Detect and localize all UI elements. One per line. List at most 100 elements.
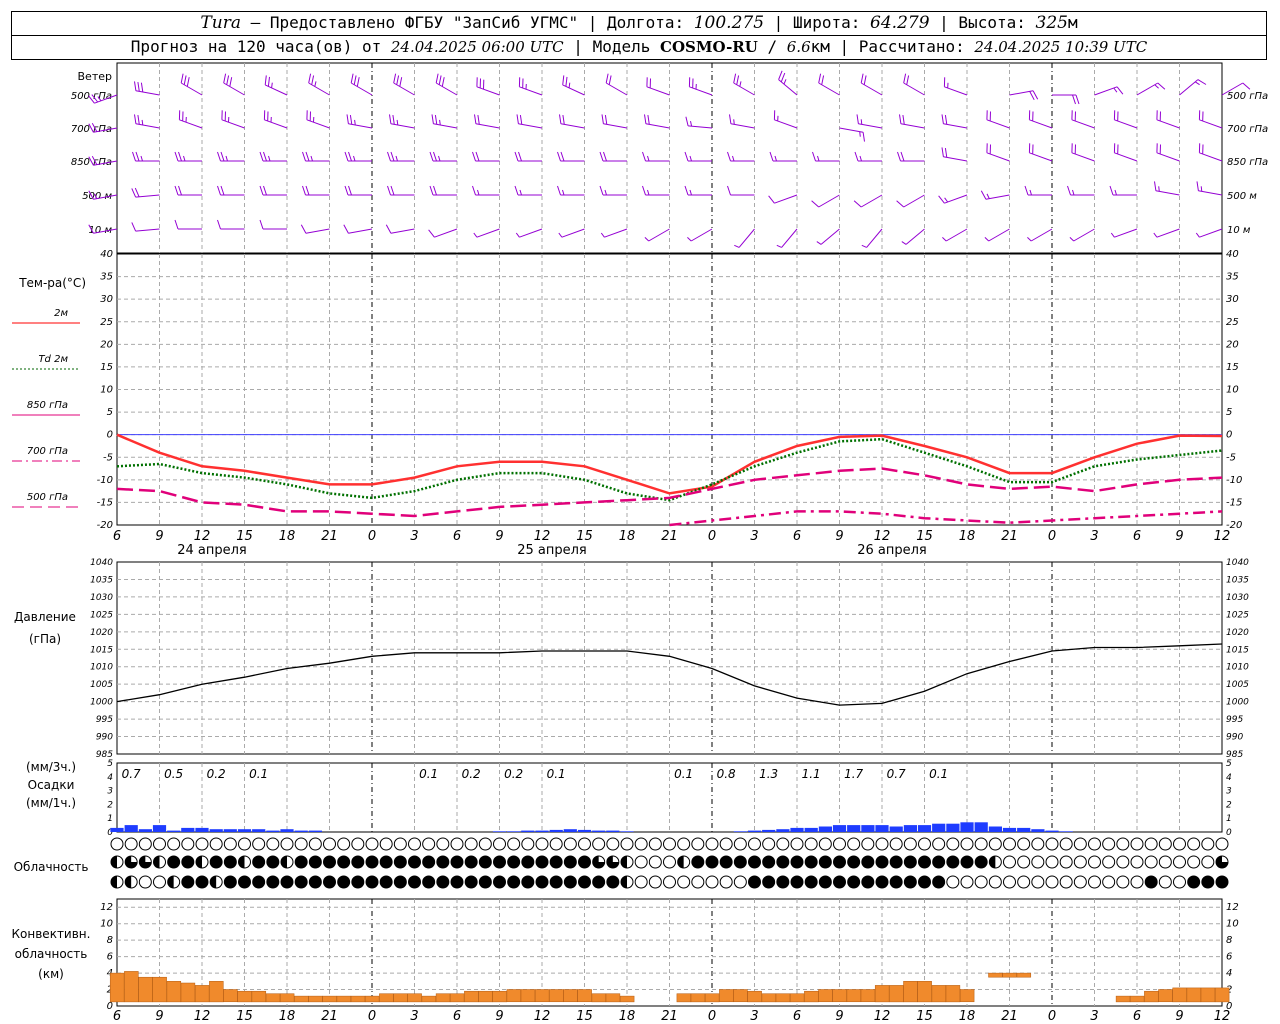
- conv-xtick: 12: [194, 1009, 211, 1024]
- cloud-symbol: [592, 837, 606, 851]
- cloud-symbol: [450, 855, 464, 869]
- wind-barb: [816, 228, 840, 245]
- temp-ytick-right: -15: [1226, 497, 1242, 508]
- temp-xtick: 6: [793, 529, 801, 544]
- cloud-symbol: [790, 837, 804, 851]
- cloud-symbol-fill: [606, 856, 619, 868]
- cloud-symbol: [124, 875, 138, 889]
- wind-barb: [599, 185, 627, 196]
- cloud-symbol: [252, 837, 266, 851]
- cloud-symbol: [294, 875, 308, 889]
- cloud-symbol: [450, 875, 464, 889]
- wind-barb: [901, 228, 925, 245]
- wind-barb: [733, 73, 755, 96]
- wind-barb: [778, 70, 798, 96]
- wind-barb: [1113, 110, 1138, 129]
- temp-xtick: 12: [874, 529, 891, 544]
- wind-barb: [818, 73, 840, 96]
- conv-xtick: 12: [874, 1009, 891, 1024]
- temp-title: Тем-ра(°C): [18, 276, 86, 290]
- cloud-symbol: [776, 837, 790, 851]
- cloud-symbol: [733, 855, 747, 869]
- temp-ytick-right: 5: [1226, 407, 1232, 418]
- temp-ytick-left: 40: [100, 249, 113, 260]
- temp-xtick: 3: [410, 529, 418, 544]
- precip-bar: [988, 826, 1002, 832]
- cloud-symbol: [266, 837, 280, 851]
- cloud-symbol: [833, 837, 846, 851]
- cloud-symbol: [861, 837, 875, 851]
- precip-bar: [804, 827, 818, 832]
- temp-series-line: [116, 437, 1223, 502]
- temp-ytick-right: 10: [1226, 385, 1239, 396]
- cloud-symbol: [507, 875, 521, 889]
- wind-title: Ветер: [78, 70, 112, 83]
- conv-xtick: 18: [619, 1009, 636, 1024]
- conv-bar: [520, 989, 536, 1003]
- conv-ytick-right: 4: [1226, 968, 1232, 979]
- cloud-symbol: [365, 875, 379, 889]
- cloud-symbol: [238, 875, 251, 889]
- day-label: 24 апреля: [177, 543, 247, 558]
- temp-ytick-left: 30: [100, 294, 113, 305]
- cloud-symbol: [521, 837, 535, 851]
- conv-xtick: 3: [750, 1009, 758, 1024]
- cloud-symbol: [1173, 875, 1186, 889]
- precip-bar: [818, 826, 832, 832]
- wind-barb: [856, 114, 883, 129]
- wind-barb: [1071, 110, 1095, 129]
- cloud-symbol: [1187, 875, 1201, 889]
- temp-ytick-left: -20: [97, 520, 113, 531]
- conv-bar: [294, 995, 309, 1003]
- pres-ytick-right: 985: [1226, 750, 1243, 760]
- cloud-symbol: [1017, 875, 1031, 889]
- wind-barb: [88, 190, 118, 200]
- cloud-symbol: [563, 855, 577, 869]
- conv-bar: [832, 989, 847, 1003]
- cloud-symbol: [365, 855, 379, 869]
- pres-ytick-left: 1010: [90, 663, 113, 673]
- cloud-symbol: [181, 875, 195, 889]
- cloud-symbol: [691, 855, 705, 869]
- cloud-symbol: [1144, 875, 1158, 889]
- precip-bar: [138, 829, 152, 832]
- wind-barb: [174, 185, 202, 196]
- cloud-symbol: [677, 875, 691, 889]
- temp-ytick-left: 25: [100, 317, 113, 328]
- cloud-panel: Облачность: [14, 837, 1229, 889]
- wind-barb: [429, 151, 457, 162]
- header-station-row: Tura – Предоставлено ФГБУ "ЗапСиб УГМС" …: [11, 11, 1267, 36]
- cloud-symbol: [507, 855, 521, 869]
- cloud-symbol: [790, 855, 804, 869]
- wind-barb: [1028, 110, 1053, 129]
- wind-barb: [134, 81, 160, 96]
- conv-ytick-right: 6: [1226, 952, 1232, 963]
- precip-3h-label: 0.1: [929, 767, 948, 781]
- temp-legend-label: 500 гПа: [27, 492, 68, 503]
- precip-bar: [592, 830, 606, 832]
- precip-3h-label: 0.1: [547, 767, 566, 781]
- cloud-symbol: [677, 855, 691, 869]
- cloud-symbol: [1003, 875, 1016, 889]
- cloud-symbol: [1073, 837, 1087, 851]
- temp-legend-label: 2м: [54, 308, 68, 319]
- wind-barb: [941, 147, 968, 162]
- cloud-symbol: [1045, 837, 1059, 851]
- conv-xtick: 21: [321, 1009, 338, 1024]
- wind-barb: [557, 151, 585, 162]
- conv-bar: [1186, 987, 1202, 1003]
- wind-barb: [1198, 110, 1223, 129]
- wind-barb: [514, 185, 542, 196]
- conv-bar: [761, 993, 777, 1003]
- conv-bar: [846, 989, 862, 1003]
- conv-bar: [492, 990, 507, 1003]
- cloud-symbol: [1073, 855, 1087, 869]
- precip-bar: [1017, 827, 1031, 832]
- conv-bar: [860, 989, 876, 1003]
- conv-bar: [676, 993, 692, 1003]
- wind-barb: [980, 190, 1010, 200]
- wind-barb: [942, 228, 968, 242]
- wind-barb: [601, 114, 628, 129]
- cloud-symbol: [988, 837, 1002, 851]
